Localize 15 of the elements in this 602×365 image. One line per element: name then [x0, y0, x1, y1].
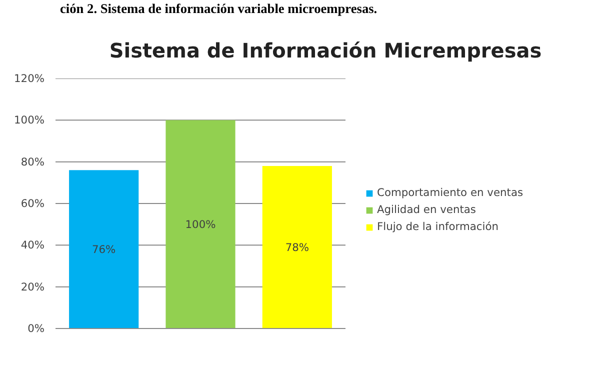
data-label: 78%	[285, 240, 310, 254]
legend-label: Comportamiento en ventas	[377, 186, 524, 199]
y-tick-label: 0%	[28, 322, 44, 335]
text: ción 2. Sistema de información variable microempresas.	[60, 1, 378, 16]
data-label: 76%	[92, 242, 116, 256]
legend-label: Flujo de la información	[377, 220, 498, 233]
y-tick-label: 20%	[20, 280, 44, 294]
y-tick-label: 120%	[14, 72, 45, 85]
y-tick-label: 60%	[20, 197, 44, 210]
y-tick-label: 40%	[20, 238, 44, 252]
data-label: 100%	[185, 218, 216, 231]
y-tick-label: 80%	[20, 155, 44, 168]
chart-title: Sistema de Información Micrempresas	[109, 38, 542, 62]
y-tick-label: 100%	[14, 114, 45, 127]
legend-label: Agilidad en ventas	[377, 203, 476, 216]
